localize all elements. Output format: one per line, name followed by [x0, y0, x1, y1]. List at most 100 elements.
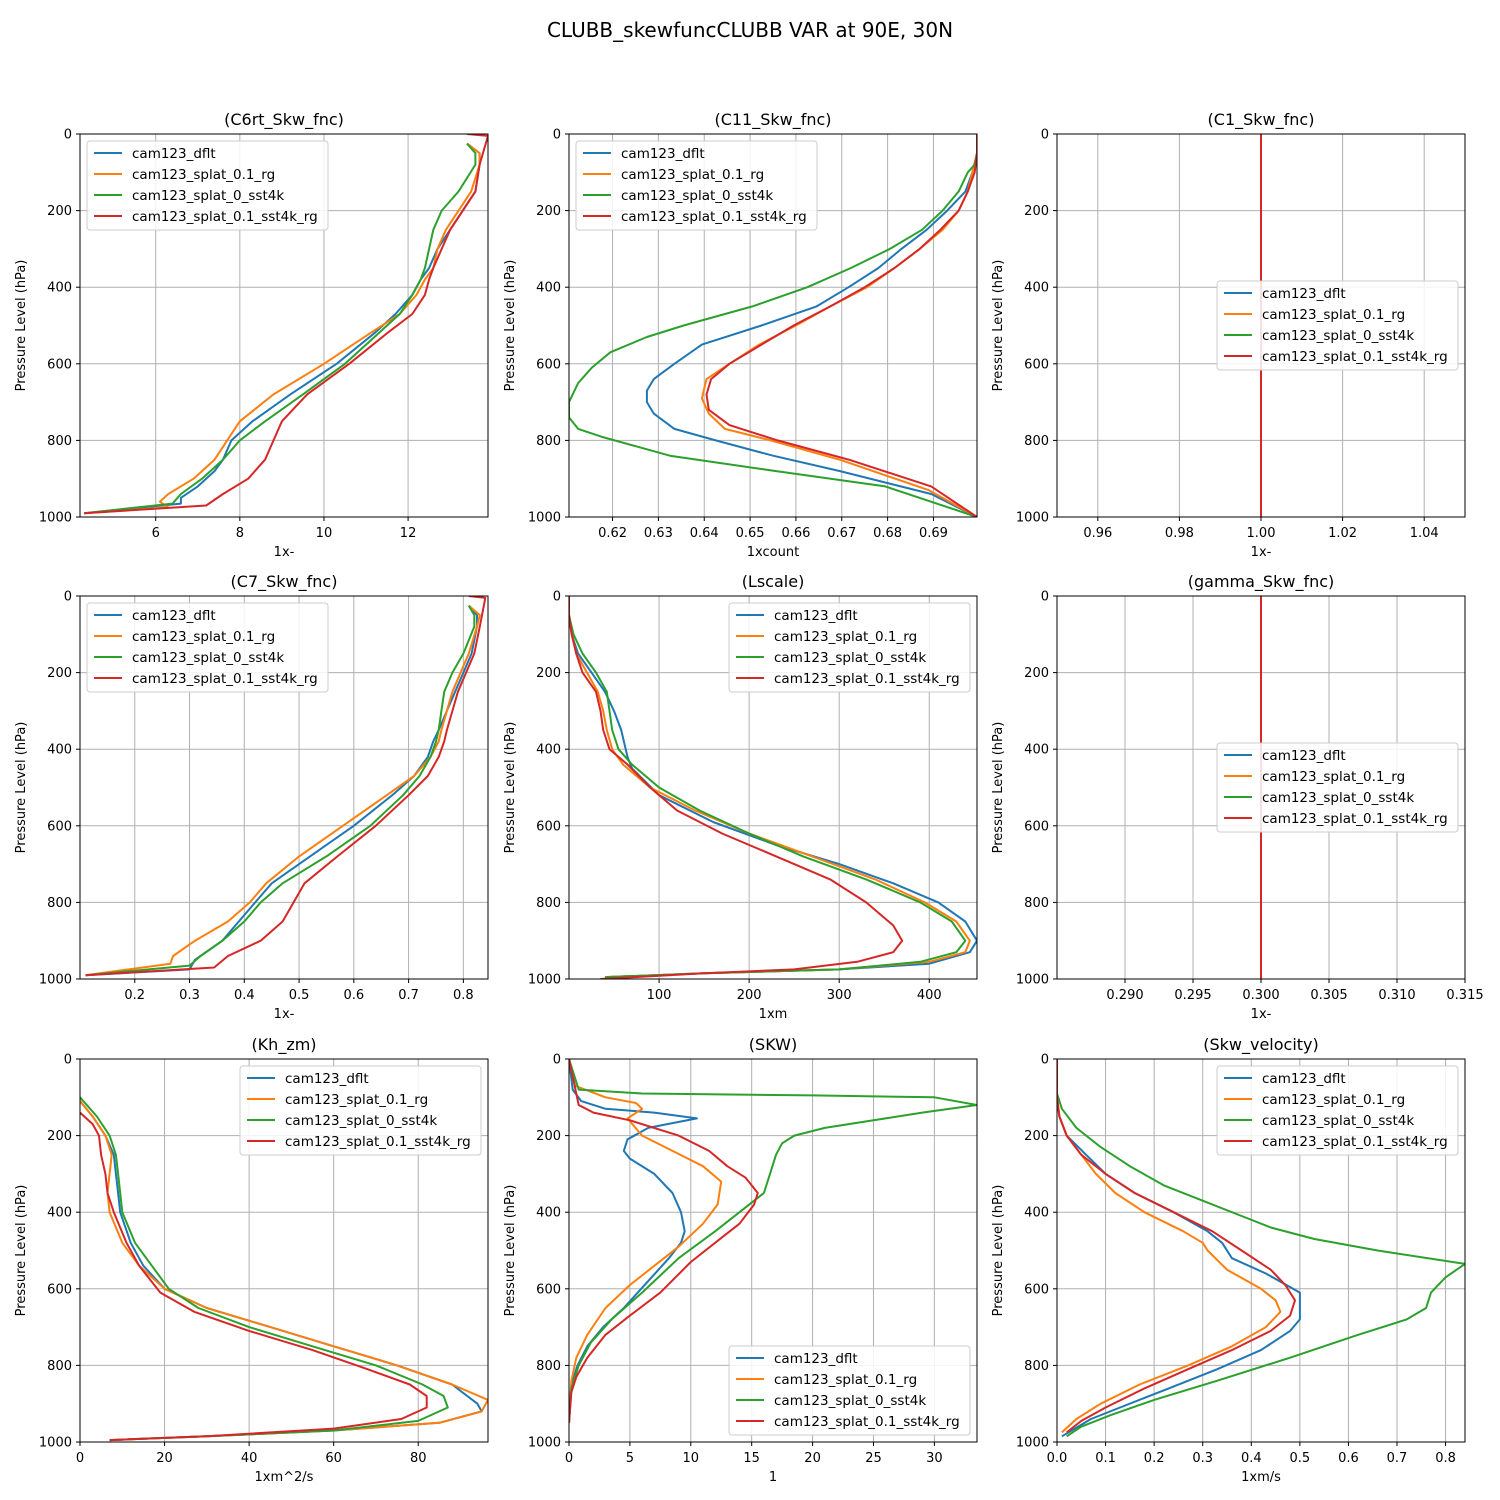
y-tick-label: 400: [536, 281, 561, 296]
legend-entry: cam123_splat_0.1_rg: [1262, 1092, 1405, 1108]
x-tick-label: 0.69: [919, 526, 948, 541]
x-tick-label: 6: [152, 526, 160, 541]
legend-box: [86, 140, 329, 231]
y-tick-label: 800: [47, 434, 72, 449]
y-axis-label: Pressure Level (hPa): [991, 1185, 1006, 1317]
subplot-title: (SKW): [749, 1035, 797, 1054]
legend-entry: cam123_splat_0.1_rg: [1262, 769, 1405, 785]
x-tick-label: 0.290: [1106, 988, 1143, 1003]
y-tick-label: 600: [47, 357, 72, 372]
x-tick-label: 0.8: [1435, 1451, 1456, 1466]
axes-frame: [568, 133, 978, 518]
subplot-title: (gamma_Skw_fnc): [1188, 572, 1335, 592]
series-line-cam123_splat_0.1_sst4k_rg: [705, 134, 977, 517]
series-line-cam123_splat_0_sst4k: [569, 134, 977, 517]
y-tick-label: 800: [1024, 434, 1049, 449]
y-tick-label: 400: [47, 1206, 72, 1221]
y-tick-label: 600: [536, 1282, 561, 1297]
legend-entry: cam123_splat_0.1_sst4k_rg: [774, 1414, 960, 1430]
series-group: [1057, 1059, 1465, 1438]
series-line-cam123_splat_0_sst4k: [569, 596, 967, 979]
x-tick-label: 30: [926, 1451, 943, 1466]
legend-entry: cam123_dflt: [621, 146, 705, 162]
x-tick-label: 0.98: [1165, 526, 1194, 541]
y-tick-label: 1000: [39, 1436, 72, 1451]
x-tick-label: 0.6: [1338, 1451, 1359, 1466]
y-tick-label: 400: [1024, 1206, 1049, 1221]
axes-frame: [79, 133, 489, 518]
series-line-cam123_splat_0_sst4k: [80, 1096, 449, 1442]
x-tick-label: 1.00: [1247, 526, 1276, 541]
subplot-2: (C11_Skw_fnc) 0.62 0.63 0.64 0.65 0.66 0.67 0.6…: [503, 110, 978, 560]
legend-entry: cam123_splat_0_sst4k: [132, 188, 284, 204]
legend-box: [575, 140, 818, 231]
x-tick-label: 0.7: [1387, 1451, 1408, 1466]
series-group: [80, 1096, 488, 1442]
y-tick-label: 1000: [1016, 511, 1049, 526]
legend-entry: cam123_splat_0.1_sst4k_rg: [132, 209, 318, 225]
y-tick-label: 800: [47, 896, 72, 911]
y-tick-label: 1000: [1016, 1436, 1049, 1451]
legend: cam123_dflt cam123_splat_0.1_rg cam123_spl…: [1216, 280, 1459, 371]
y-tick-label: 800: [536, 896, 561, 911]
x-tick-label: 10: [683, 1451, 700, 1466]
y-tick-label: 200: [1024, 204, 1049, 219]
y-tick-label: 0: [553, 1053, 561, 1068]
x-tick-label: 0: [76, 1451, 84, 1466]
legend-entry: cam123_splat_0.1_sst4k_rg: [1262, 349, 1448, 365]
y-tick-label: 1000: [39, 511, 72, 526]
legend: cam123_dflt cam123_splat_0.1_rg cam123_spl…: [575, 140, 818, 231]
legend-box: [1216, 742, 1459, 833]
y-tick-label: 0: [64, 590, 72, 605]
subplot-title: (Skw_velocity): [1203, 1035, 1319, 1055]
x-tick-label: 200: [737, 988, 762, 1003]
legend: cam123_dflt cam123_splat_0.1_rg cam123_spl…: [86, 602, 329, 693]
legend-entry: cam123_splat_0_sst4k: [774, 1393, 926, 1409]
x-tick-label: 0.2: [1144, 1451, 1165, 1466]
x-tick-label: 0: [565, 1451, 573, 1466]
x-tick-label: 0.6: [343, 988, 364, 1003]
legend-entry: cam123_splat_0_sst4k: [1262, 790, 1414, 806]
y-tick-label: 0: [1041, 128, 1049, 143]
legend-entry: cam123_splat_0.1_rg: [621, 167, 764, 183]
x-tick-label: 0.1: [1095, 1451, 1116, 1466]
y-axis-label: Pressure Level (hPa): [503, 722, 518, 854]
series-line-cam123_splat_0.1_rg: [85, 604, 481, 977]
legend-entry: cam123_dflt: [1262, 1071, 1346, 1087]
y-tick-label: 600: [536, 819, 561, 834]
legend: cam123_dflt cam123_splat_0.1_rg cam123_spl…: [1216, 1065, 1459, 1156]
legend-box: [239, 1065, 482, 1156]
subplot-title: (C1_Skw_fnc): [1208, 110, 1315, 130]
x-tick-label: 25: [865, 1451, 882, 1466]
y-tick-label: 200: [47, 1129, 72, 1144]
x-axis-label: 1xm/s: [1241, 1470, 1281, 1485]
x-tick-label: 0.3: [179, 988, 200, 1003]
legend-entry: cam123_dflt: [132, 608, 216, 624]
series-group: [84, 134, 488, 515]
x-tick-label: 100: [647, 988, 672, 1003]
legend-entry: cam123_splat_0.1_sst4k_rg: [285, 1134, 471, 1150]
subplot-title: (Lscale): [742, 572, 805, 591]
series-line-cam123_splat_0.1_rg: [80, 1100, 488, 1442]
y-tick-label: 1000: [528, 1436, 561, 1451]
x-tick-label: 0.67: [827, 526, 856, 541]
subplot-1: (C6rt_Skw_fnc) 6 8 10 12 0 200 400 600 800 1000 1x-…: [14, 110, 489, 560]
legend-entry: cam123_splat_0.1_rg: [132, 167, 275, 183]
y-tick-label: 800: [536, 434, 561, 449]
x-tick-label: 0.315: [1446, 988, 1483, 1003]
legend: cam123_dflt cam123_splat_0.1_rg cam123_spl…: [86, 140, 329, 231]
legend-entry: cam123_dflt: [132, 146, 216, 162]
series-line-cam123_splat_0_sst4k: [84, 142, 477, 515]
y-tick-label: 800: [1024, 896, 1049, 911]
y-tick-label: 800: [1024, 1359, 1049, 1374]
x-tick-label: 8: [236, 526, 244, 541]
legend-entry: cam123_dflt: [1262, 286, 1346, 302]
legend-entry: cam123_dflt: [1262, 748, 1346, 764]
legend-entry: cam123_dflt: [285, 1071, 369, 1087]
x-tick-label: 80: [410, 1451, 427, 1466]
x-tick-label: 0.8: [453, 988, 474, 1003]
x-tick-label: 0.310: [1378, 988, 1415, 1003]
y-tick-label: 1000: [528, 973, 561, 988]
series-line-cam123_dflt: [569, 596, 977, 979]
